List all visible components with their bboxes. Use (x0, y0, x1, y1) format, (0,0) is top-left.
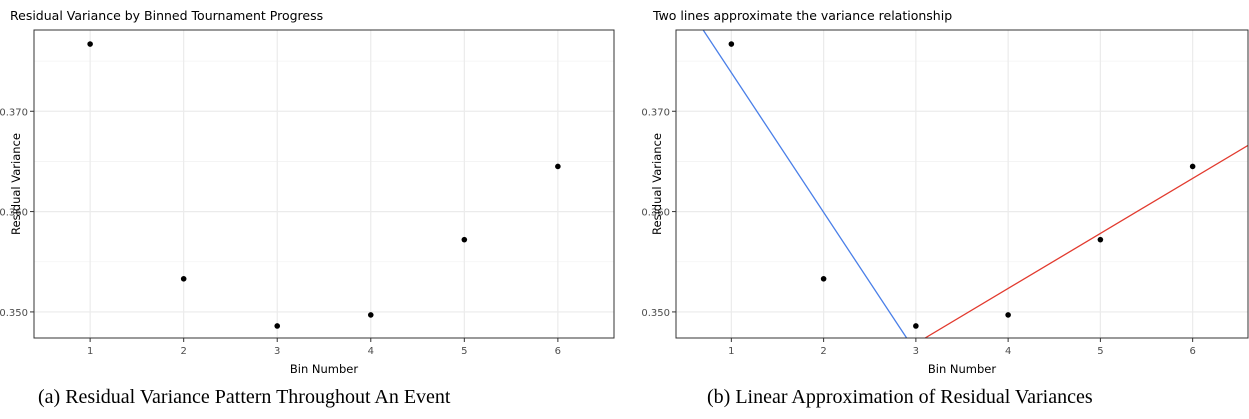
x-tick-label: 2 (820, 346, 826, 357)
chart-title: Residual Variance by Binned Tournament P… (10, 8, 323, 23)
data-point (87, 41, 93, 47)
data-point (555, 163, 561, 170)
data-point (461, 236, 468, 243)
fit-line-blue (702, 30, 908, 338)
x-axis-label: Bin Number (928, 362, 996, 376)
chart-title: Two lines approximate the variance relat… (652, 8, 952, 23)
y-tick-label: 0.350 (641, 308, 670, 319)
x-tick-label: 1 (87, 346, 93, 357)
y-axis-label: Residual Variance (650, 133, 664, 235)
data-point (180, 276, 187, 282)
y-tick-label: 0.370 (0, 107, 28, 118)
data-point (820, 276, 827, 282)
data-point (1097, 236, 1104, 243)
data-point (1189, 163, 1196, 170)
y-tick-label: 0.350 (0, 308, 28, 319)
x-tick-label: 5 (461, 346, 467, 357)
x-axis-label: Bin Number (290, 362, 358, 376)
panel-border (33, 29, 615, 339)
chart-b: 1 2 3 4 5 6 0.350 0.360 0.370 Two lines approxima… (641, 8, 1249, 376)
y-tick-label: 0.370 (641, 107, 670, 118)
x-tick-label: 6 (1189, 346, 1195, 357)
x-tick-label: 6 (555, 346, 561, 357)
x-tick-label: 3 (274, 346, 280, 357)
data-point (274, 323, 281, 329)
x-tick-label: 1 (728, 346, 734, 357)
x-tick-label: 5 (1097, 346, 1103, 357)
x-tick-label: 2 (180, 346, 186, 357)
panel-border (675, 29, 1249, 339)
fit-line-red (924, 144, 1248, 338)
x-tick-label: 4 (1005, 346, 1011, 357)
data-point (728, 41, 735, 47)
data-point (913, 323, 919, 329)
x-tick-label: 3 (913, 346, 919, 357)
y-axis-label: Residual Variance (9, 133, 23, 235)
data-point (367, 312, 374, 318)
x-tick-label: 4 (368, 346, 374, 357)
caption-a: (a) Residual Variance Pattern Throughout… (38, 386, 451, 408)
data-point (1005, 312, 1011, 318)
caption-b: (b) Linear Approximation of Residual Var… (707, 386, 1093, 408)
y-tick-label: 0.360 (641, 208, 670, 219)
y-tick-label: 0.360 (0, 208, 28, 219)
chart-a: 1 2 3 4 5 6 0.350 0.360 0.370 Residual Variance b… (0, 8, 615, 376)
